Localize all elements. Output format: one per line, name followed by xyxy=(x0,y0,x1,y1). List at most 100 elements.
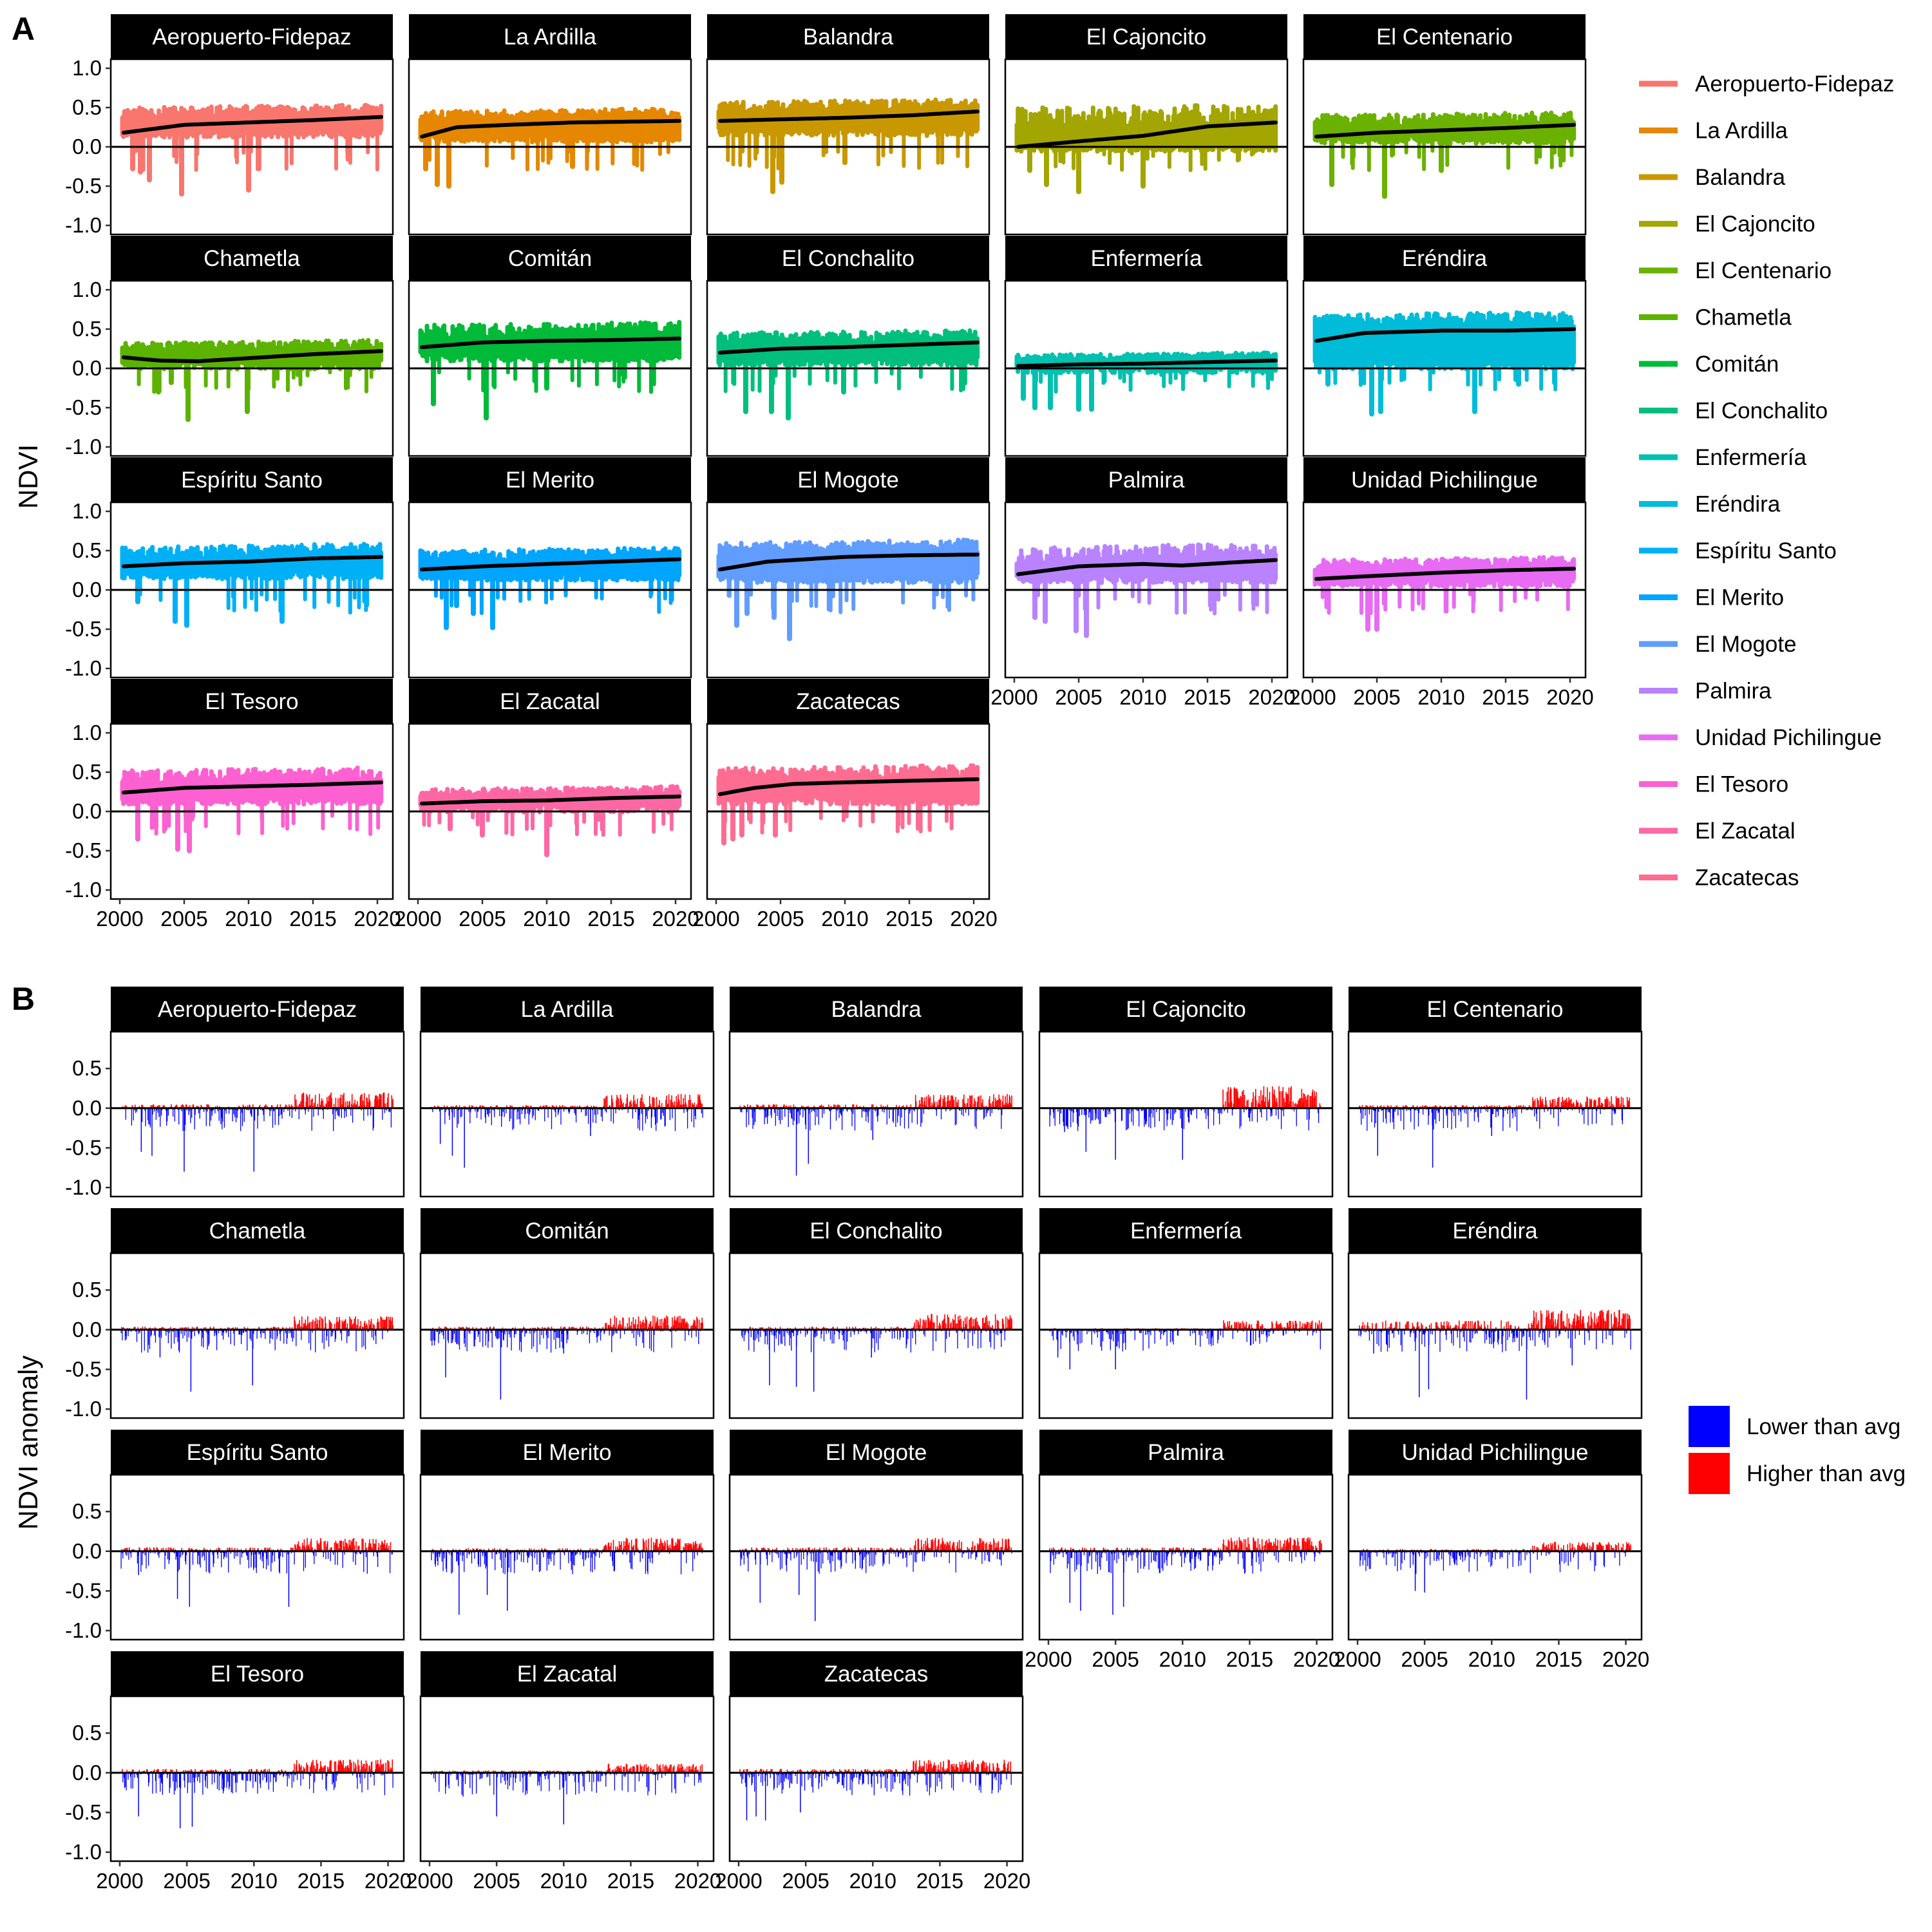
facet-strip xyxy=(1005,14,1287,59)
facet-b-el-zacatal: El Zacatal 2000 2005 2010 2015 2020 xyxy=(406,1651,721,1893)
legend-item-unidad-pichilingue: Unidad Pichilingue xyxy=(1639,725,1882,750)
y-tick-label: 0.5 xyxy=(72,1721,102,1745)
panel-a-y-axis-title: NDVI xyxy=(13,444,43,509)
y-tick-label: -0.5 xyxy=(65,1578,102,1602)
facet-strip-label: Espíritu Santo xyxy=(187,1440,328,1465)
x-tick-label: 2015 xyxy=(1482,685,1529,709)
y-tick-label: 1.0 xyxy=(72,278,102,301)
facet-b-comitan: Comitán xyxy=(419,1208,715,1419)
facet-strip-label: El Centenario xyxy=(1376,24,1513,50)
facet-a-el-merito: El Merito xyxy=(408,457,692,679)
facet-panel-border xyxy=(728,1695,1024,1862)
facet-strip-label: El Conchalito xyxy=(810,1218,942,1244)
x-tick-label: 2000 xyxy=(96,1869,143,1893)
facet-strip-label: El Cajoncito xyxy=(1126,997,1246,1022)
facet-panel-border xyxy=(728,1030,1024,1198)
facet-strip-label: Aeropuerto-Fidepaz xyxy=(158,997,357,1022)
x-tick-label: 2015 xyxy=(587,907,634,931)
x-tick-label: 2005 xyxy=(473,1869,520,1893)
x-tick-label: 2005 xyxy=(1055,685,1102,709)
x-tick-label: 2000 xyxy=(1334,1647,1381,1671)
facet-strip-label: El Zacatal xyxy=(500,689,600,714)
facet-strip xyxy=(111,236,393,281)
legend-label: Espíritu Santo xyxy=(1695,538,1837,564)
facet-strip xyxy=(421,1651,714,1696)
trend-line xyxy=(718,777,980,797)
facet-strip xyxy=(1349,1208,1642,1253)
legend-label: Eréndira xyxy=(1695,492,1781,517)
facet-b-unidad-pichilingue: Unidad Pichilingue 2000 2005 2010 2015 2020 xyxy=(1334,1430,1649,1671)
legend-label: La Ardilla xyxy=(1695,118,1788,144)
y-tick-label: 1.0 xyxy=(72,56,102,80)
x-tick-label: 2005 xyxy=(757,907,804,931)
facet-strip-label: Balandra xyxy=(803,24,894,50)
facet-a-enfermeria: Enfermería xyxy=(1004,236,1289,457)
facet-series xyxy=(120,102,384,197)
facet-b-el-tesoro: El Tesoro 0.5 0.0 -0.5 -1.0 2000 2005 2010 2015 2… xyxy=(65,1651,412,1893)
y-tick-label: -1.0 xyxy=(65,1397,102,1421)
trend-line xyxy=(1314,567,1576,581)
facet-a-erendira: Eréndira xyxy=(1302,236,1587,457)
facet-b-la-ardilla: La Ardilla xyxy=(419,987,715,1198)
x-tick-label: 2015 xyxy=(1226,1647,1273,1671)
x-tick-label: 2015 xyxy=(916,1869,963,1893)
facet-strip xyxy=(421,1430,714,1475)
facet-strip xyxy=(409,14,691,59)
facet-b-el-merito: El Merito xyxy=(419,1430,715,1641)
x-tick-label: 2020 xyxy=(365,1869,412,1893)
facet-panel-border xyxy=(1347,1030,1643,1198)
facet-strip-label: Enfermería xyxy=(1130,1218,1242,1244)
x-tick-label: 2005 xyxy=(163,1869,210,1893)
facet-strip xyxy=(409,679,691,724)
y-tick-label: 0.0 xyxy=(72,1318,102,1341)
y-tick-label: 0.0 xyxy=(72,1096,102,1120)
x-tick-label: 2010 xyxy=(1417,685,1464,709)
facet-strip xyxy=(730,987,1023,1032)
facet-strip xyxy=(111,1430,404,1475)
legend-item-balandra: Balandra xyxy=(1639,165,1786,190)
facet-a-el-centenario: El Centenario xyxy=(1302,14,1587,236)
facet-strip xyxy=(707,457,989,502)
facet-b-espiritu-santo: Espíritu Santo 0.5 0.0 -0.5 -1.0 xyxy=(65,1430,405,1642)
facet-strip xyxy=(1039,987,1332,1032)
x-tick-label: 2010 xyxy=(821,907,868,931)
facet-panel-border xyxy=(109,1473,405,1641)
x-tick-label: 2005 xyxy=(459,907,506,931)
facet-strip-label: El Zacatal xyxy=(517,1662,618,1687)
y-tick-label: 0.5 xyxy=(72,1278,102,1302)
legend-label: Enfermería xyxy=(1695,445,1807,470)
facet-strip-label: Comitán xyxy=(525,1218,609,1244)
trend-line xyxy=(718,340,980,355)
legend-label: El Mogote xyxy=(1695,632,1797,657)
x-tick-label: 2010 xyxy=(849,1869,896,1893)
x-tick-label: 2000 xyxy=(96,907,143,931)
x-tick-label: 2010 xyxy=(1119,685,1166,709)
legend-label: El Tesoro xyxy=(1695,772,1788,797)
y-tick-label: -1.0 xyxy=(65,1840,102,1864)
legend-swatch xyxy=(1689,1406,1730,1447)
trend-line xyxy=(122,780,383,795)
trend-line xyxy=(420,118,681,139)
x-tick-label: 2015 xyxy=(1535,1647,1582,1671)
facet-panel-border xyxy=(419,1473,715,1641)
y-tick-label: 0.5 xyxy=(72,317,102,341)
legend-label: El Zacatal xyxy=(1695,819,1795,844)
y-tick-label: -1.0 xyxy=(65,435,102,459)
x-tick-label: 2010 xyxy=(523,907,570,931)
facet-b-erendira: Eréndira xyxy=(1347,1208,1643,1419)
legend-label: El Cajoncito xyxy=(1695,212,1815,237)
facet-a-unidad-pichilingue: Unidad Pichilingue 2000 2005 2010 2015 2020 xyxy=(1289,457,1594,709)
panel-b-y-axis-title: NDVI anomaly xyxy=(13,1356,43,1530)
y-tick-label: 0.5 xyxy=(72,538,102,562)
ndvi-minor-dips xyxy=(422,795,674,837)
legend-swatch xyxy=(1689,1453,1730,1494)
facet-b-enfermeria: Enfermería xyxy=(1038,1208,1334,1419)
facet-strip-label: Chametla xyxy=(204,246,300,271)
facet-series xyxy=(120,765,384,853)
y-tick-label: -0.5 xyxy=(65,1135,102,1159)
trend-line xyxy=(1016,358,1278,368)
legend-item-espiritu-santo: Espíritu Santo xyxy=(1639,538,1837,564)
y-tick-label: -1.0 xyxy=(65,656,102,680)
legend-label: Lower than avg xyxy=(1747,1414,1900,1439)
x-tick-label: 2000 xyxy=(394,907,441,931)
